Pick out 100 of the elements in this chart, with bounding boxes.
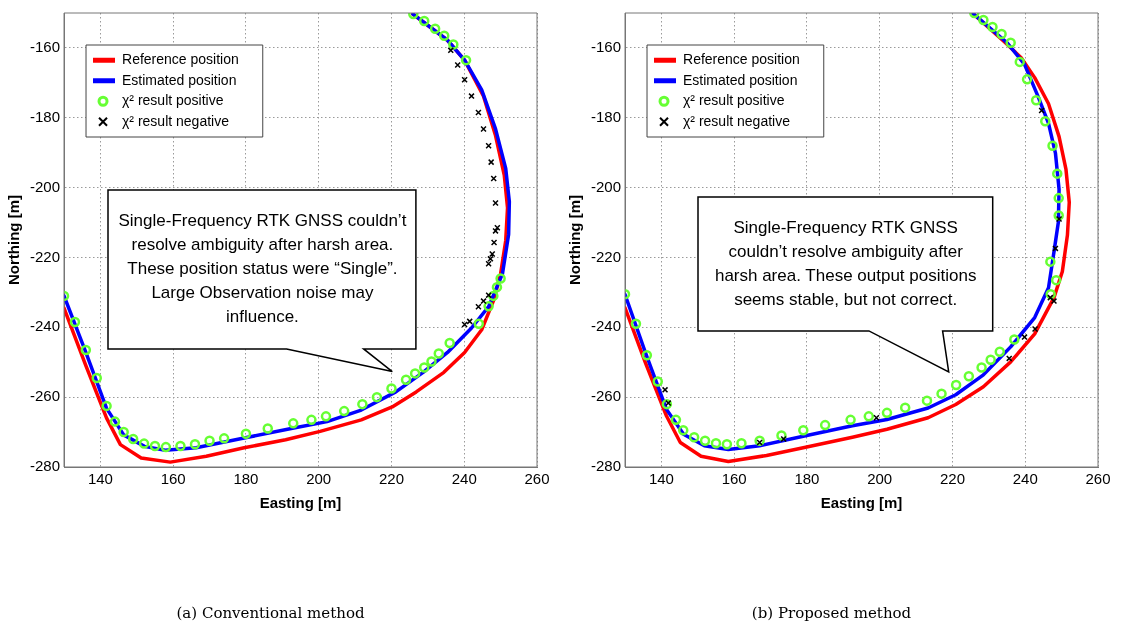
legend-label: Estimated position [683, 71, 798, 88]
x-axis-title: Easting [m] [259, 494, 342, 512]
point [699, 435, 711, 447]
point [418, 362, 430, 373]
point [987, 21, 998, 33]
point [1038, 107, 1045, 114]
annotation: Single-Frequency RTK GNSS couldn’t resolve ambiguity after harsh area. These output positions seems stable, but not correct. [713, 216, 978, 311]
point [1050, 274, 1062, 286]
point [69, 316, 81, 328]
point [670, 414, 682, 426]
point [320, 411, 332, 422]
legend-label: Reference position [683, 51, 800, 68]
y-tick-label: -180 [590, 107, 622, 125]
annotation: Single-Frequency RTK GNSS couldn’t resolve ambiguity after harsh area. These position status were “Single”. Large Observation noise may influence. [117, 210, 408, 329]
x-tick-label: 180 [233, 470, 259, 488]
point [976, 362, 987, 373]
point [491, 281, 503, 293]
x-axis-title: Easting [m] [820, 494, 903, 512]
y-tick-label: -160 [590, 38, 622, 56]
y-tick-label: -240 [590, 317, 622, 335]
point [1053, 192, 1064, 204]
point [400, 374, 412, 385]
point [950, 379, 962, 391]
y-tick-label: -200 [590, 177, 622, 195]
point [1039, 116, 1051, 127]
y-tick-label: -200 [29, 177, 61, 195]
point [91, 372, 103, 384]
point [189, 439, 201, 450]
legend-label: Estimated position [122, 71, 237, 88]
point [118, 426, 129, 438]
point [287, 418, 299, 429]
x-tick-label: 240 [451, 470, 477, 488]
point [996, 28, 1007, 40]
y-tick-label: -260 [590, 387, 622, 405]
point [936, 388, 947, 399]
point [921, 395, 933, 406]
point [386, 383, 397, 394]
x-tick-label: 260 [524, 470, 550, 488]
point [438, 30, 450, 41]
point [1021, 74, 1033, 85]
point [466, 318, 473, 325]
y-axis-title: Northing [m] [566, 195, 584, 285]
point [710, 438, 722, 449]
point [1014, 56, 1026, 68]
point [677, 425, 689, 436]
point [433, 348, 445, 359]
point [630, 318, 642, 330]
y-tick-label: -240 [29, 317, 61, 335]
y-tick-label: -160 [29, 38, 61, 56]
point [978, 14, 989, 26]
text: (b) Proposed method [751, 603, 912, 622]
point [460, 54, 472, 66]
point [338, 405, 350, 417]
y-tick-label: -220 [590, 247, 622, 265]
point [371, 391, 383, 403]
point [721, 439, 733, 450]
point [487, 158, 495, 166]
y-axis-title: Northing [m] [5, 195, 23, 285]
point [483, 301, 494, 312]
point [1047, 294, 1054, 301]
x-tick-label: 220 [939, 470, 965, 488]
point [418, 15, 430, 27]
x-tick-label: 200 [306, 470, 332, 488]
point [641, 350, 653, 361]
point [985, 354, 996, 366]
point [357, 398, 368, 410]
x-tick-label: 160 [721, 470, 747, 488]
point [444, 337, 455, 349]
point [1009, 334, 1020, 345]
point [218, 433, 230, 444]
x-tick-label: 180 [794, 470, 820, 488]
point [240, 428, 252, 440]
point [863, 411, 875, 422]
point [994, 346, 1006, 357]
point [1047, 140, 1058, 151]
point [262, 423, 274, 434]
point [109, 416, 121, 427]
point [963, 370, 975, 382]
legend-label: χ² result negative [683, 112, 791, 129]
point [1045, 256, 1056, 267]
y-tick-label: -280 [29, 457, 61, 475]
x-tick-label: 200 [867, 470, 893, 488]
legend-label: χ² result positive [683, 92, 785, 109]
x-tick-label: 220 [378, 470, 404, 488]
point [798, 425, 809, 436]
point [426, 356, 437, 367]
point [473, 318, 485, 330]
legend-label: Reference position [122, 51, 239, 68]
point [736, 438, 747, 449]
point [429, 23, 441, 34]
point [138, 438, 150, 449]
point [1030, 95, 1042, 106]
point [1052, 168, 1063, 179]
point [175, 440, 186, 452]
y-tick-label: -260 [29, 387, 61, 405]
point [204, 435, 215, 447]
point [881, 407, 893, 419]
x-tick-label: 140 [648, 470, 674, 488]
x-tick-label: 160 [160, 470, 186, 488]
legend-label: χ² result negative [122, 112, 230, 129]
